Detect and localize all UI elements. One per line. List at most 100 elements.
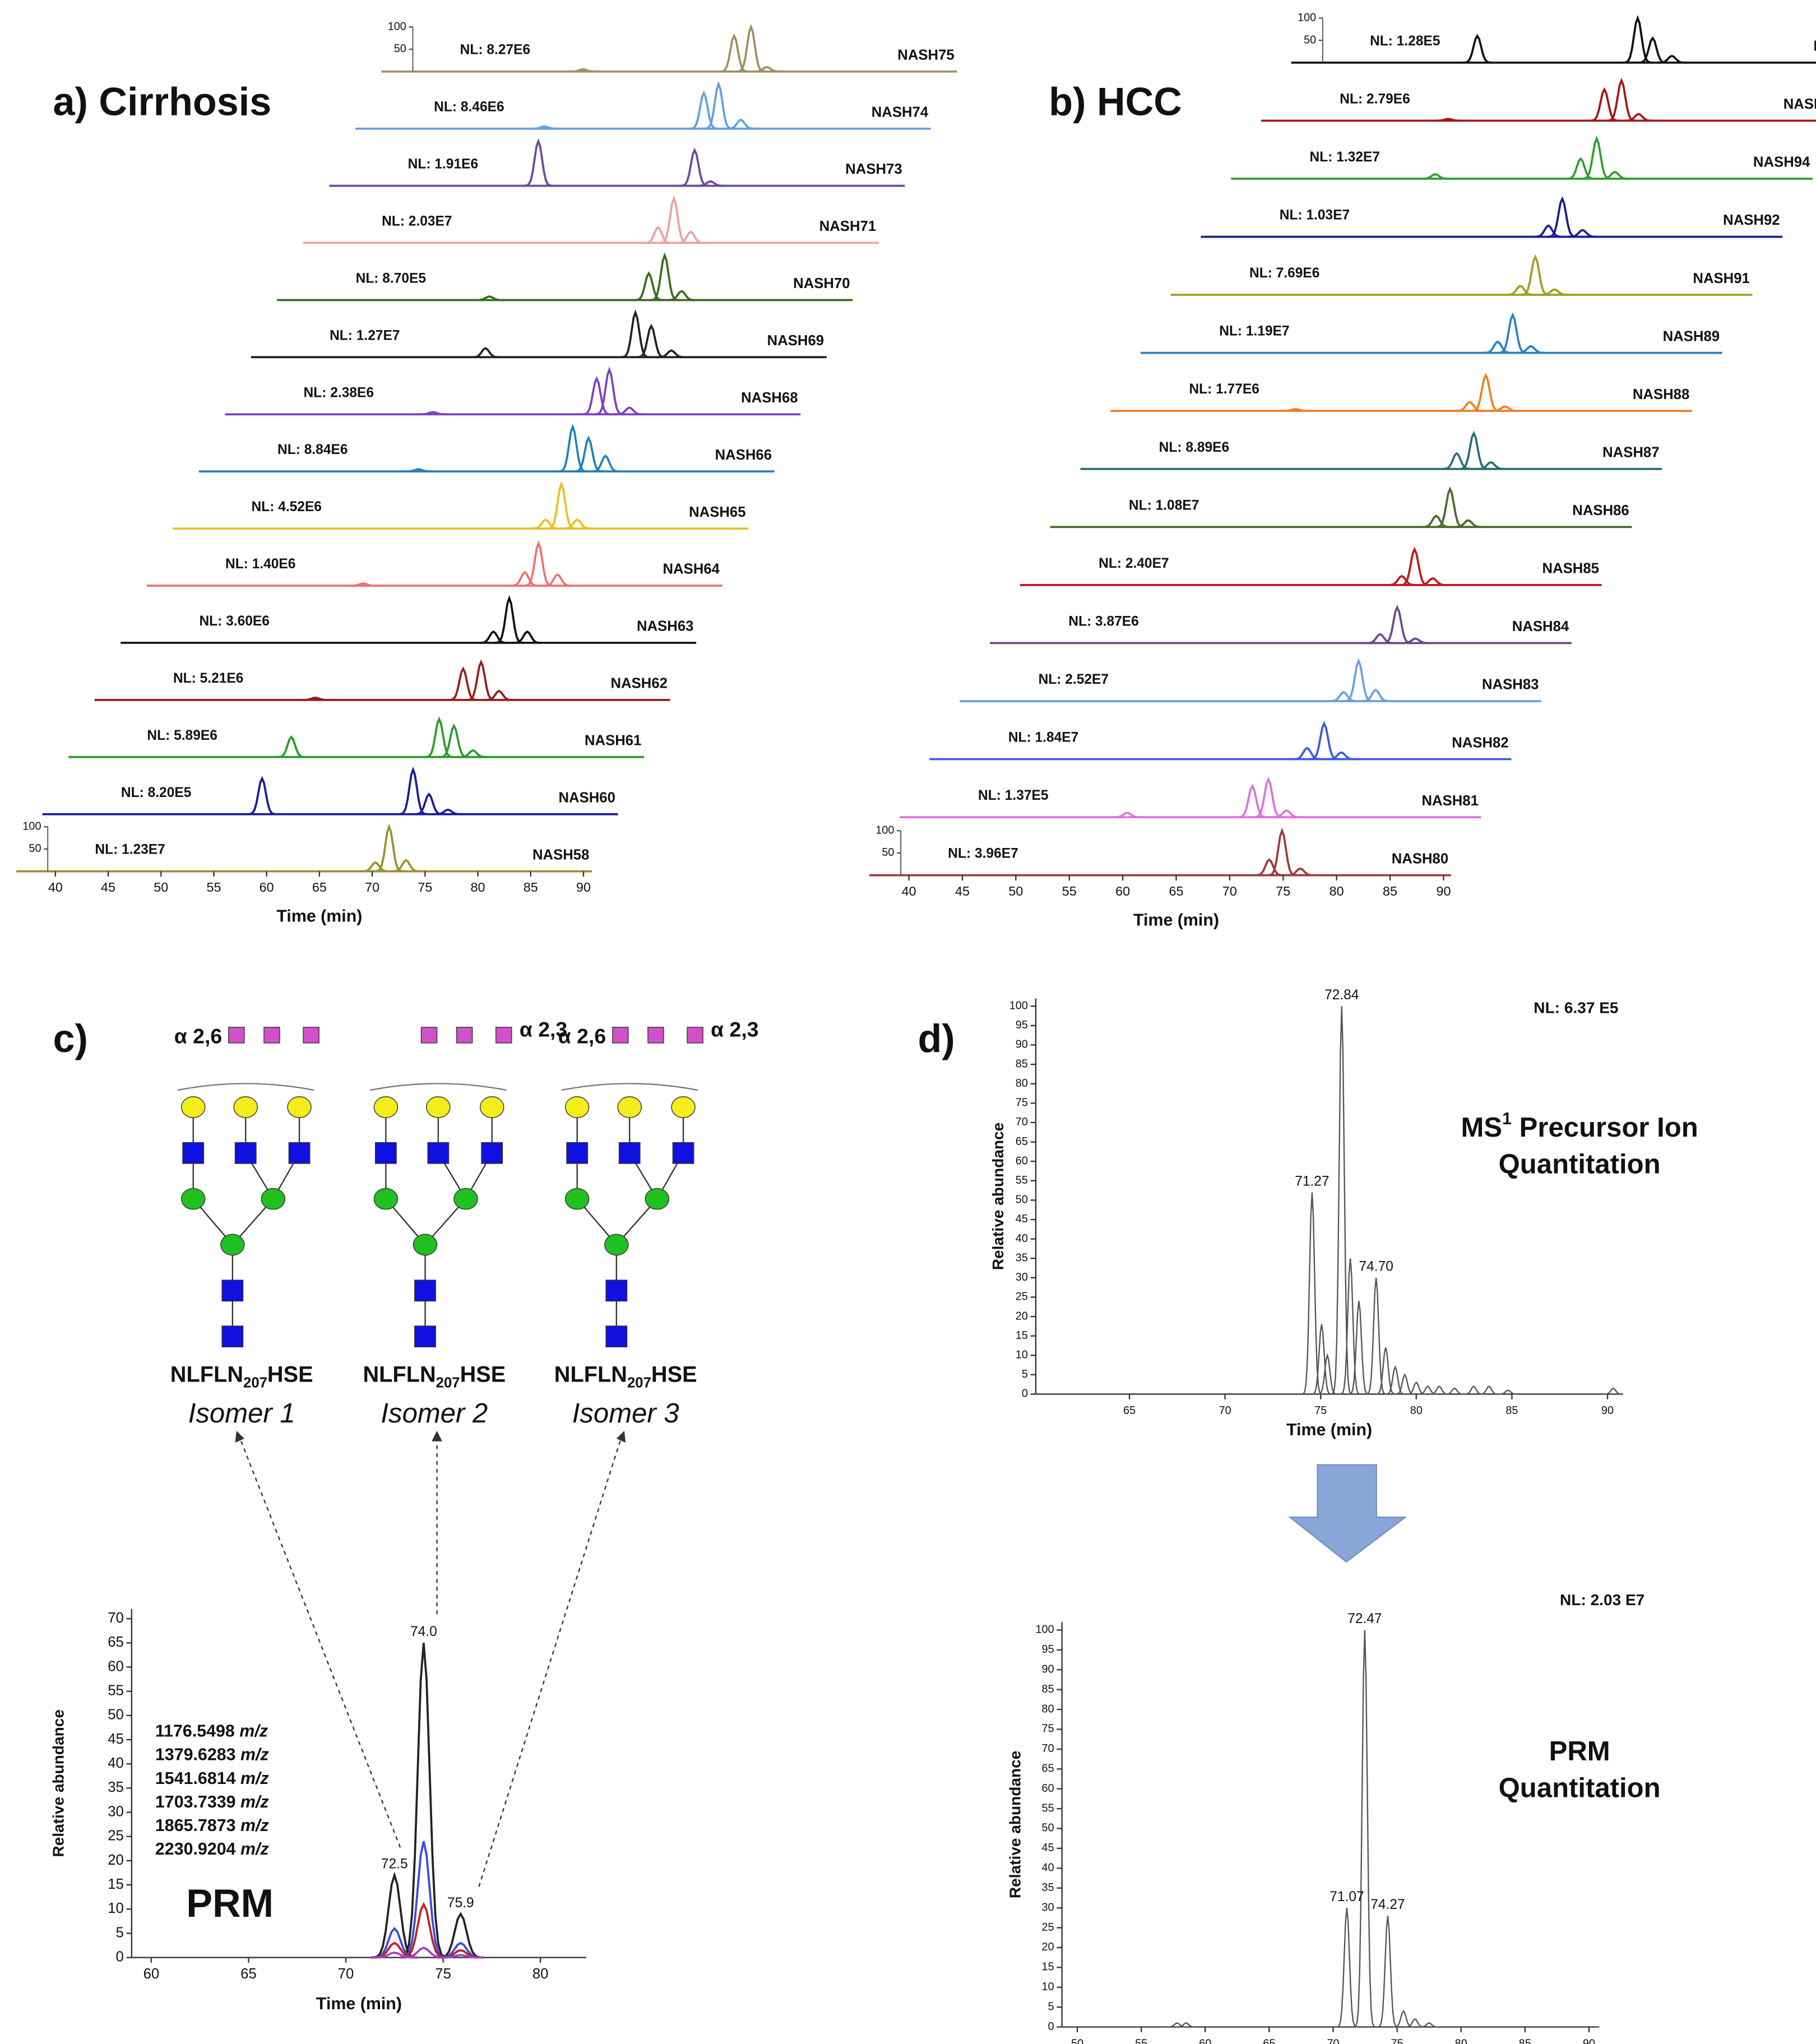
- y-tick-label: 5: [116, 1925, 124, 1940]
- y-tick-label: 20: [1042, 1941, 1054, 1953]
- nl-label: NL: 8.46E6: [434, 100, 504, 115]
- nl-label: NL: 1.23E7: [95, 842, 165, 858]
- y-tick-label: 0: [1048, 2020, 1054, 2033]
- trace-name: NASH73: [845, 161, 902, 177]
- glycan-circle: [564, 1096, 590, 1118]
- peak: [1331, 1006, 1352, 1395]
- peak: [1657, 54, 1687, 64]
- x-tick-label: 50: [154, 880, 168, 894]
- trace-name: NASH62: [611, 676, 668, 692]
- peak-label: 72.84: [1324, 988, 1359, 1003]
- glycan-square: [221, 1280, 244, 1302]
- peak: [1565, 157, 1596, 180]
- glycan-circle: [453, 1188, 478, 1210]
- y-tick-label: 25: [1042, 1921, 1054, 1934]
- peak: [1505, 284, 1536, 296]
- heading: MS1 Precursor Ion: [1461, 1109, 1698, 1143]
- trace-name: NASH81: [1421, 793, 1478, 809]
- peak: [1442, 452, 1472, 470]
- peak: [1623, 113, 1654, 122]
- nl-label: NL: 6.37 E5: [1534, 999, 1618, 1017]
- trace: [960, 658, 1542, 702]
- x-tick-label: 90: [576, 880, 591, 894]
- glycan-square: [481, 1142, 503, 1164]
- y-tick-label: 50: [1042, 1822, 1054, 1834]
- y-axis-label: Relative abundance: [1006, 1751, 1023, 1898]
- y-tick-label: 55: [1042, 1802, 1054, 1814]
- trace-name: NASH85: [1542, 561, 1599, 577]
- peak: [726, 118, 756, 130]
- nl-label: NL: 3.87E6: [1068, 614, 1138, 629]
- glycan-square: [374, 1142, 397, 1164]
- glycan-square: [672, 1142, 694, 1164]
- nl-label: NL: 2.03 E7: [1560, 1591, 1644, 1609]
- peptide-part: NLFLN: [170, 1362, 243, 1387]
- trace: [1301, 1006, 1387, 1395]
- trace: [1080, 430, 1662, 470]
- nl-label: NL: 1.19E7: [1219, 324, 1289, 339]
- glycan-square: [234, 1142, 257, 1164]
- x-tick-label: 85: [1505, 1405, 1518, 1417]
- x-tick-label: 70: [365, 880, 379, 894]
- trace-name: NASH80: [1392, 851, 1448, 866]
- peak: [1354, 1630, 1375, 2028]
- glycan-circle: [645, 1188, 670, 1210]
- y-tick-label: 45: [1016, 1213, 1028, 1225]
- trace: [381, 24, 957, 73]
- y-tick-label: 100: [875, 824, 894, 836]
- trace: [1050, 486, 1632, 529]
- nl-label: NL: 1.40E6: [225, 557, 295, 572]
- trace: [303, 195, 879, 244]
- mz-line: 1379.6283 m/z: [155, 1745, 269, 1764]
- nl-label: NL: 2.38E6: [304, 385, 374, 400]
- peptide-label: NLFLN207HSE: [363, 1362, 506, 1391]
- peak: [1479, 1385, 1499, 1395]
- y-tick-label: 75: [1042, 1723, 1054, 1735]
- glycan-square: [288, 1142, 311, 1164]
- peak: [1539, 288, 1570, 296]
- mz-unit: m/z: [240, 1816, 269, 1835]
- glycan-bracket: [561, 1083, 698, 1091]
- glycan-bracket: [370, 1083, 507, 1091]
- peptide-part: HSE: [267, 1362, 313, 1387]
- peak: [424, 716, 454, 758]
- y-axis-label: Relative abundance: [50, 1709, 67, 1857]
- y-tick-label: 50: [882, 846, 894, 859]
- trace: [1312, 1258, 1623, 1395]
- panel-title: a) Cirrhosis: [53, 80, 272, 124]
- y-tick-label: 100: [22, 820, 41, 832]
- mz-value: 1541.6814: [155, 1769, 236, 1788]
- x-tick-label: 65: [1123, 1405, 1136, 1417]
- peak-label: 71.07: [1329, 1889, 1364, 1904]
- trace: [198, 424, 775, 473]
- trace-name: NASH82: [1452, 735, 1508, 750]
- y-tick-label: 30: [1042, 1901, 1054, 1913]
- peak: [1375, 1347, 1396, 1395]
- peak: [643, 225, 673, 244]
- peak: [458, 749, 488, 758]
- peak: [675, 230, 706, 244]
- glycan-circle: [480, 1096, 504, 1118]
- y-tick-label: 55: [108, 1683, 124, 1698]
- trace: [1336, 1630, 1398, 2028]
- peak: [1433, 118, 1463, 122]
- y-tick-label: 15: [1016, 1329, 1028, 1342]
- trace: [277, 252, 853, 302]
- trace-name: NASH94: [1753, 155, 1810, 170]
- nl-label: NL: 8.20E5: [121, 785, 191, 800]
- glycan-square: [456, 1027, 473, 1044]
- trace: [1261, 77, 1816, 122]
- x-tick-label: 70: [1222, 884, 1237, 898]
- trace: [1201, 196, 1783, 238]
- y-tick-label: 90: [1042, 1663, 1054, 1675]
- glycan-bracket: [177, 1083, 314, 1091]
- glycan-square: [687, 1027, 703, 1044]
- peak: [1112, 812, 1142, 818]
- glycan: [370, 1027, 512, 1347]
- peak: [582, 376, 612, 416]
- peak: [666, 290, 697, 302]
- y-tick-label: 40: [1042, 1862, 1054, 1874]
- x-axis-label: Time (min): [1133, 911, 1219, 930]
- nl-label: NL: 2.03E7: [382, 214, 452, 229]
- trace-name: NASH63: [637, 619, 693, 634]
